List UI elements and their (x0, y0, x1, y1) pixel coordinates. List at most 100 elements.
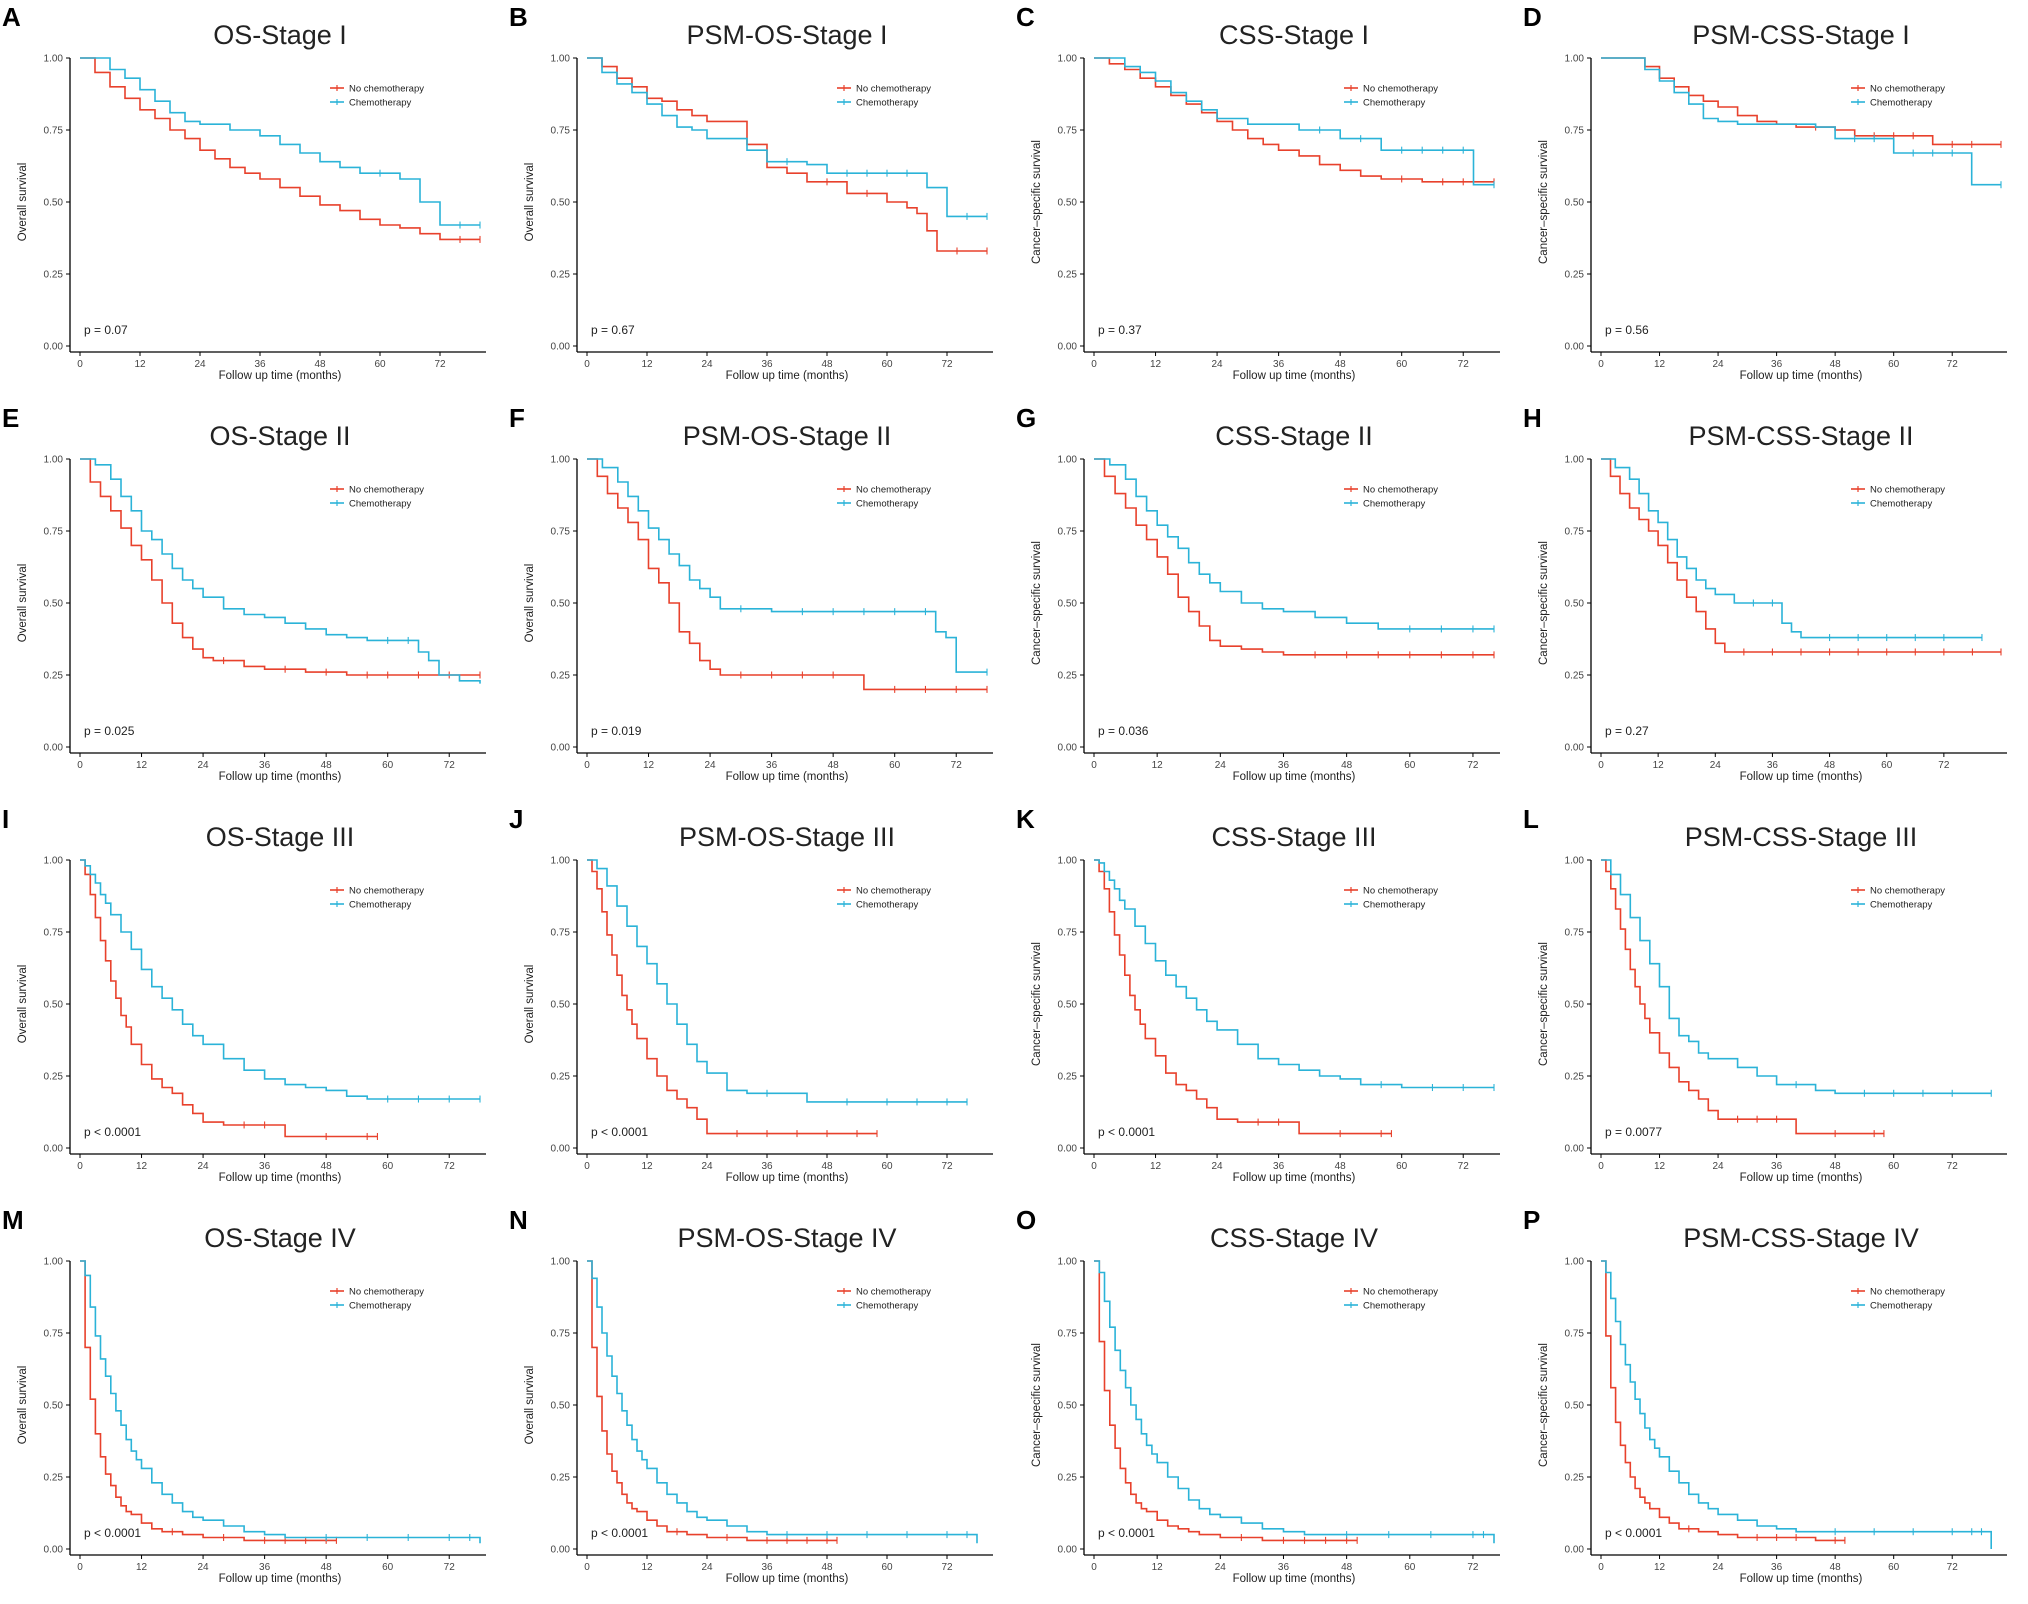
x-tick-label: 36 (1771, 1562, 1783, 1573)
x-tick-label: 36 (1273, 359, 1285, 370)
y-tick-label: 0.75 (44, 928, 64, 939)
y-tick-label: 1.00 (551, 54, 571, 65)
y-tick-label: 0.25 (44, 270, 64, 281)
x-tick-label: 48 (321, 1562, 333, 1573)
x-tick-label: 72 (1467, 1562, 1479, 1573)
chemo-curve (1601, 1260, 1992, 1549)
panel-j: J PSM-OS-Stage III 0.00 0.25 0.50 0.75 1.00 0 12… (509, 804, 993, 1184)
chemo-curve (80, 1260, 481, 1544)
x-tick-label: 48 (821, 1562, 833, 1573)
x-tick-label: 36 (1771, 359, 1783, 370)
panel-k: K CSS-Stage III 0.00 0.25 0.50 0.75 1.00 0 12 24 3… (1016, 804, 1500, 1184)
no-chemo-curve (1601, 57, 2001, 146)
y-tick-label: 0.50 (551, 1000, 571, 1011)
panel-o: O CSS-Stage IV 0.00 0.25 0.50 0.75 1.00 0 12 24 36… (1016, 1205, 1500, 1585)
y-tick-label: 0.00 (1565, 1144, 1585, 1155)
no-chemo-curve (80, 859, 378, 1138)
panel-letter: M (2, 1205, 24, 1235)
chart-title: PSM-OS-Stage IV (677, 1223, 896, 1253)
x-tick-label: 60 (1396, 359, 1408, 370)
legend-label: No chemotherapy (856, 485, 931, 496)
p-value-label: p = 0.025 (84, 724, 135, 738)
legend-label: No chemotherapy (349, 84, 424, 95)
y-tick-label: 0.00 (1058, 1545, 1078, 1556)
x-tick-label: 12 (643, 760, 655, 771)
x-axis-label: Follow up time (months) (1740, 370, 1863, 382)
p-value-label: p = 0.37 (1098, 323, 1142, 337)
legend-label: No chemotherapy (856, 84, 931, 95)
x-axis-label: Follow up time (months) (1740, 771, 1863, 783)
chemo-curve (1601, 458, 1982, 639)
y-tick-label: 0.25 (1058, 270, 1078, 281)
legend-label: Chemotherapy (1363, 499, 1426, 510)
p-value-label: p = 0.27 (1605, 724, 1649, 738)
x-tick-label: 48 (1335, 1161, 1347, 1172)
legend-label: Chemotherapy (856, 98, 919, 109)
p-value-label: p < 0.0001 (84, 1526, 141, 1540)
no-chemo-curve (1094, 57, 1494, 183)
legend-label: Chemotherapy (1870, 900, 1933, 911)
panel-e: E OS-Stage II 0.00 0.25 0.50 0.75 1.00 0 12 24 36 4… (2, 403, 486, 783)
x-tick-label: 24 (701, 1161, 713, 1172)
legend-label: No chemotherapy (1363, 886, 1438, 897)
x-tick-label: 24 (1212, 359, 1224, 370)
x-tick-label: 24 (1713, 1562, 1725, 1573)
y-tick-label: 0.25 (1565, 270, 1585, 281)
panel-letter: P (1523, 1205, 1540, 1235)
y-tick-label: 0.25 (1565, 1473, 1585, 1484)
x-tick-label: 60 (889, 760, 901, 771)
x-tick-label: 24 (701, 1562, 713, 1573)
x-tick-label: 24 (1212, 1161, 1224, 1172)
legend-label: No chemotherapy (349, 1287, 424, 1298)
x-tick-label: 0 (1091, 1161, 1097, 1172)
y-tick-label: 1.00 (44, 856, 64, 867)
y-tick-label: 0.75 (1058, 1329, 1078, 1340)
y-tick-label: 0.50 (44, 599, 64, 610)
x-tick-label: 48 (1335, 359, 1347, 370)
x-tick-label: 36 (761, 1161, 773, 1172)
y-tick-label: 0.00 (1058, 1144, 1078, 1155)
x-axis-label: Follow up time (months) (726, 370, 849, 382)
y-tick-label: 0.75 (551, 928, 571, 939)
p-value-label: p = 0.07 (84, 323, 128, 337)
p-value-label: p = 0.019 (591, 724, 642, 738)
x-tick-label: 72 (941, 359, 953, 370)
y-tick-label: 0.75 (1565, 126, 1585, 137)
chart-title: OS-Stage IV (204, 1223, 356, 1253)
p-value-label: p < 0.0001 (591, 1526, 648, 1540)
x-tick-label: 48 (821, 1161, 833, 1172)
x-tick-label: 0 (77, 1161, 83, 1172)
y-tick-label: 0.25 (551, 270, 571, 281)
y-tick-label: 0.00 (1565, 1545, 1585, 1556)
legend-label: Chemotherapy (1870, 499, 1933, 510)
y-tick-label: 1.00 (1058, 455, 1078, 466)
x-tick-label: 36 (761, 359, 773, 370)
y-tick-label: 1.00 (1565, 856, 1585, 867)
x-tick-label: 60 (382, 1161, 394, 1172)
legend-label: Chemotherapy (349, 900, 412, 911)
y-tick-label: 1.00 (44, 54, 64, 65)
y-tick-label: 0.25 (44, 1072, 64, 1083)
legend-label: Chemotherapy (349, 1301, 412, 1312)
x-tick-label: 48 (321, 1161, 333, 1172)
x-tick-label: 36 (1771, 1161, 1783, 1172)
x-tick-label: 60 (1881, 760, 1893, 771)
y-axis-label: Cancer–specific survival (1031, 1343, 1043, 1467)
x-axis-label: Follow up time (months) (219, 771, 342, 783)
x-tick-label: 72 (444, 1562, 456, 1573)
legend-label: No chemotherapy (1363, 485, 1438, 496)
y-tick-label: 1.00 (44, 1257, 64, 1268)
x-tick-label: 12 (136, 760, 148, 771)
x-tick-label: 48 (1341, 760, 1353, 771)
x-axis-label: Follow up time (months) (1233, 1573, 1356, 1585)
chart-title: CSS-Stage III (1211, 822, 1376, 852)
x-tick-label: 12 (1654, 359, 1666, 370)
p-value-label: p < 0.0001 (591, 1125, 648, 1139)
y-axis-label: Cancer–specific survival (1538, 140, 1550, 264)
chemo-curve (80, 859, 480, 1100)
panel-b: B PSM-OS-Stage I 0.00 0.25 0.50 0.75 1.00 0 12 24… (509, 2, 993, 382)
y-tick-label: 0.00 (44, 743, 64, 754)
no-chemo-curve (80, 57, 480, 241)
chemo-curve (1094, 458, 1494, 630)
